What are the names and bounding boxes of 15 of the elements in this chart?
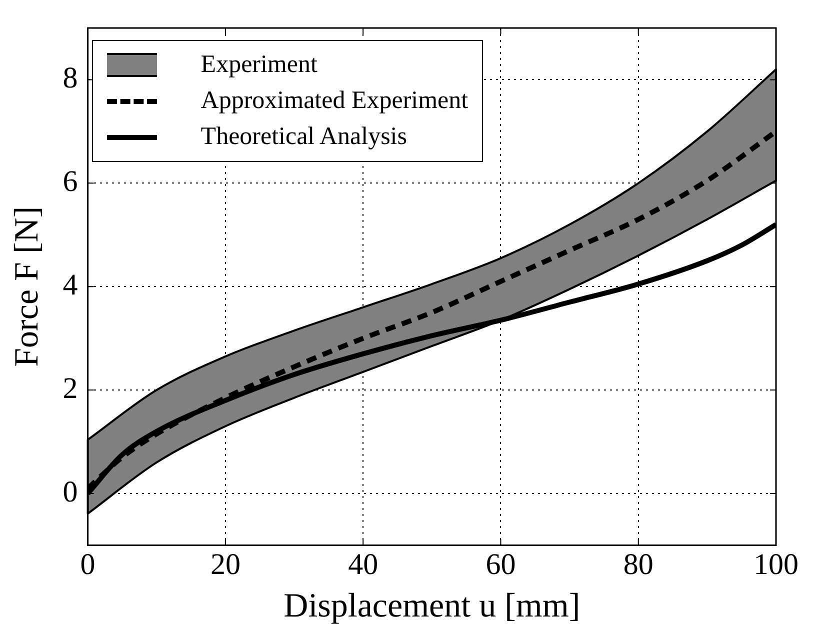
x-tick-label: 100: [754, 548, 798, 582]
x-tick-label: 20: [210, 548, 240, 582]
x-tick-label: 60: [486, 548, 516, 582]
x-axis-title: Displacement u [mm]: [284, 588, 580, 625]
y-tick-label: 6: [62, 165, 78, 198]
x-tick-label: 40: [348, 548, 378, 582]
y-tick-label: 2: [62, 372, 78, 405]
legend-label: Theoretical Analysis: [200, 122, 407, 152]
y-tick-label: 8: [62, 62, 78, 95]
legend-label: Approximated Experiment: [200, 86, 468, 116]
x-tick-label: 80: [623, 548, 654, 582]
y-tick-label: 4: [62, 268, 78, 302]
legend-label: Experiment: [200, 50, 318, 80]
y-tick-label: 0: [62, 475, 78, 508]
y-axis-title: Force F [N]: [8, 206, 46, 367]
